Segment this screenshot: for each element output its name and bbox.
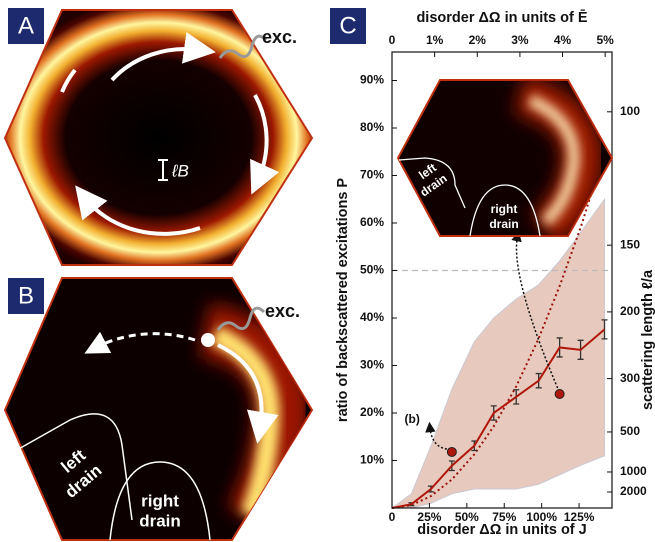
y-tick-label: 40% (360, 310, 384, 324)
y-tick-label: 50% (360, 263, 384, 277)
x-tick-label: 0 (389, 510, 396, 524)
annotation: (b) (405, 412, 420, 426)
drain-label: drain (139, 511, 181, 530)
x2-tick-label: 4% (554, 33, 572, 47)
y-tick-label: 60% (360, 215, 384, 229)
x-axis-title: disorder ΔΩ in units of J (417, 522, 586, 538)
x2-tick-label: 2% (469, 33, 487, 47)
y2-tick-label: 200 (620, 304, 640, 318)
panel-label: B (18, 282, 34, 309)
y-tick-label: 20% (360, 405, 384, 419)
y-axis-title: ratio of backscattered excitations P (335, 178, 351, 422)
x2-axis-title: disorder ΔΩ in units of Ē (416, 9, 587, 26)
y-tick-label: 10% (360, 453, 384, 467)
y2-axis-title: scattering length ℓ/a (640, 269, 655, 410)
y2-tick-label: 150 (620, 237, 640, 251)
marker (555, 390, 564, 399)
y2-tick-label: 1000 (620, 464, 647, 478)
x2-tick-label: 0 (389, 33, 396, 47)
y-tick-label: 90% (360, 73, 384, 87)
panel-b: left drain right drain exc. B (5, 278, 312, 540)
excitation-label: exc. (265, 301, 300, 321)
y2-tick-label: 100 (620, 104, 640, 118)
source (201, 333, 215, 347)
x2-tick-label: 1% (426, 33, 444, 47)
x2-tick-label: 5% (597, 33, 615, 47)
y-tick-label: 80% (360, 120, 384, 134)
y2-tick-label: 2000 (620, 484, 647, 498)
y-tick-label: 30% (360, 358, 384, 372)
drain-label: drain (489, 217, 518, 231)
figure: ℓB exc. A left drain right drain exc. B … (0, 0, 655, 542)
length-label: ℓB (171, 161, 189, 180)
drain-label: right (141, 491, 179, 510)
y2-tick-label: 500 (620, 424, 640, 438)
band (392, 199, 605, 508)
marker (447, 447, 456, 456)
panel-label: A (18, 12, 34, 39)
y2-tick-label: 300 (620, 371, 640, 385)
y-tick-label: 70% (360, 168, 384, 182)
panel-label: C (339, 12, 356, 39)
excitation-label: exc. (262, 27, 297, 47)
panel-a: ℓB exc. A (5, 8, 312, 265)
drain-label: right (491, 202, 518, 216)
x2-tick-label: 3% (511, 33, 529, 47)
inset: left drain right drain (398, 80, 612, 236)
